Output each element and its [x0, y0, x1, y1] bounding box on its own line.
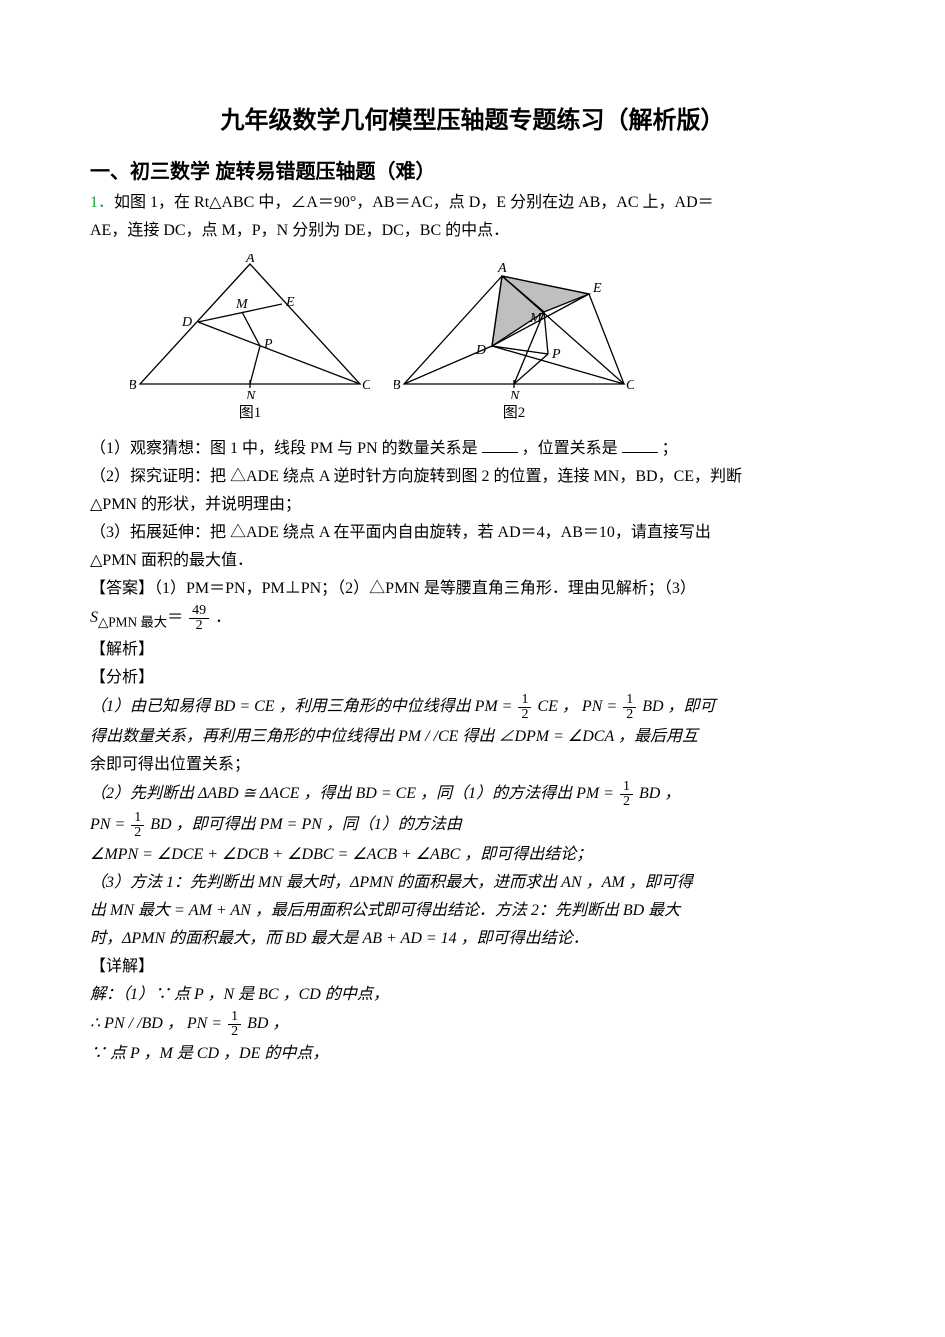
svg-text:M: M	[235, 297, 249, 312]
question-number: 1．	[90, 194, 114, 211]
figures-row: A B C D E M P N 图1 A B C D E M P N 图2	[130, 254, 855, 422]
detail-1: 解：（1）∵ 点 P ，N 是 BC ，CD 的中点，	[90, 982, 855, 1008]
frac-1-2-e: 1 2	[228, 1010, 241, 1039]
detail-label: 【详解】	[90, 954, 855, 980]
analysis-3c: 时，ΔPMN 的面积最大，而 BD 最大是 AB + AD = 14 ，即可得出…	[90, 926, 855, 952]
figure-2-wrap: A B C D E M P N 图2	[394, 254, 634, 422]
frac-1-2-d: 1 2	[131, 811, 144, 840]
analysis-label: 【解析】	[90, 637, 855, 663]
an2b-a: PN =	[90, 817, 125, 834]
frac-1-2-a-den: 2	[518, 708, 531, 722]
svg-text:N: N	[245, 389, 256, 399]
q-text-1: 如图 1，在 Rt△ABC 中，∠A＝90°，AB＝AC，点 D，E 分别在边 …	[114, 194, 714, 211]
figure-2-caption: 图2	[394, 401, 634, 422]
frac-1-2-d-num: 1	[131, 811, 144, 826]
frac-1-2-e-den: 2	[228, 1025, 241, 1039]
svg-text:D: D	[475, 343, 486, 358]
detail-2: ∴ PN / /BD ， PN = 1 2 BD ，	[90, 1010, 855, 1039]
analysis-2c: ∠MPN = ∠DCE + ∠DCB + ∠DBC = ∠ACB + ∠ABC …	[90, 842, 855, 868]
frac-1-2-c-den: 2	[620, 795, 633, 809]
frac-1-2-e-num: 1	[228, 1010, 241, 1025]
frac-1-2-b-num: 1	[623, 693, 636, 708]
part1-mid: ，位置关系是	[522, 440, 618, 457]
svg-text:B: B	[394, 378, 401, 393]
svg-text:C: C	[362, 378, 370, 393]
svg-text:N: N	[509, 389, 520, 399]
part-3b: △PMN 面积的最大值．	[90, 548, 855, 574]
svg-text:E: E	[592, 281, 602, 296]
part1-text: （1）观察猜想：图 1 中，线段 PM 与 PN 的数量关系是	[90, 440, 478, 457]
frac-49-2-num: 49	[189, 604, 209, 619]
an2b-mid: BD ，即可得出 PM = PN ，同（1）的方法由	[150, 817, 462, 834]
detail-3: ∵ 点 P ，M 是 CD ，DE 的中点，	[90, 1041, 855, 1067]
part-3a: （3）拓展延伸：把 △ADE 绕点 A 在平面内自由旋转，若 AD＝4，AB＝1…	[90, 520, 855, 546]
analysis-1: （1）由已知易得 BD = CE ，利用三角形的中位线得出 PM = 1 2 C…	[90, 693, 855, 722]
ans-sub: △PMN 最大	[98, 614, 167, 629]
frac-1-2-c-num: 1	[620, 780, 633, 795]
figure-1-wrap: A B C D E M P N 图1	[130, 254, 370, 422]
svg-text:A: A	[245, 254, 255, 266]
d2-suffix: BD ，	[247, 1016, 288, 1033]
blank-2	[622, 438, 658, 453]
figure-2: A B C D E M P N	[394, 254, 634, 399]
frac-49-2-den: 2	[189, 619, 209, 633]
answer-line-1: 【答案】（1）PM＝PN，PM⊥PN；（2）△PMN 是等腰直角三角形．理由见解…	[90, 576, 855, 602]
an1-mid: CE ， PN =	[537, 699, 617, 716]
question-line-2: AE，连接 DC，点 M，P，N 分别为 DE，DC，BC 的中点．	[90, 218, 855, 244]
frac-1-2-c: 1 2	[620, 780, 633, 809]
frac-1-2-a-num: 1	[518, 693, 531, 708]
analysis-2: （2）先判断出 ΔABD ≅ ΔACE ，得出 BD = CE ，同（1）的方法…	[90, 780, 855, 809]
analysis-2b: PN = 1 2 BD ，即可得出 PM = PN ，同（1）的方法由	[90, 811, 855, 840]
analysis-1b: 得出数量关系，再利用三角形的中位线得出 PM / /CE 得出 ∠DPM = ∠…	[90, 724, 855, 750]
answer-line-2: S△PMN 最大＝ 49 2 ．	[90, 604, 855, 635]
frac-1-2-b-den: 2	[623, 708, 636, 722]
frac-1-2-d-den: 2	[131, 826, 144, 840]
svg-text:M: M	[529, 311, 543, 326]
question-line-1: 1．如图 1，在 Rt△ABC 中，∠A＝90°，AB＝AC，点 D，E 分别在…	[90, 190, 855, 216]
part-2b: △PMN 的形状，并说明理由；	[90, 492, 855, 518]
an1-a: （1）由已知易得 BD = CE ，利用三角形的中位线得出 PM =	[90, 699, 512, 716]
part-2a: （2）探究证明：把 △ADE 绕点 A 逆时针方向旋转到图 2 的位置，连接 M…	[90, 464, 855, 490]
an1-end: BD ，即可	[642, 699, 715, 716]
fenxi-label: 【分析】	[90, 665, 855, 691]
an2-end: BD ，	[639, 786, 680, 803]
ans-eq: ＝	[167, 609, 183, 626]
ans-suffix: ．	[211, 609, 231, 626]
part-1: （1）观察猜想：图 1 中，线段 PM 与 PN 的数量关系是 ，位置关系是 ；	[90, 436, 855, 462]
answer-text-1: （1）PM＝PN，PM⊥PN；（2）△PMN 是等腰直角三角形．理由见解析；（3…	[154, 580, 696, 597]
svg-text:P: P	[263, 337, 273, 352]
answer-label: 【答案】	[90, 580, 154, 597]
svg-text:B: B	[130, 378, 137, 393]
svg-text:P: P	[551, 347, 561, 362]
frac-1-2-a: 1 2	[518, 693, 531, 722]
analysis-1c: 余即可得出位置关系；	[90, 752, 855, 778]
svg-text:A: A	[497, 261, 507, 276]
svg-text:D: D	[181, 315, 192, 330]
svg-text:E: E	[285, 295, 295, 310]
page: 九年级数学几何模型压轴题专题练习（解析版） 一、初三数学 旋转易错题压轴题（难）…	[0, 0, 945, 1337]
ans-S: S	[90, 609, 98, 626]
d2-prefix: ∴ PN / /BD ， PN =	[90, 1016, 222, 1033]
part1-end: ；	[662, 440, 678, 457]
frac-1-2-b: 1 2	[623, 693, 636, 722]
blank-1	[482, 438, 518, 453]
figure-1: A B C D E M P N	[130, 254, 370, 399]
an2-a: （2）先判断出 ΔABD ≅ ΔACE ，得出 BD = CE ，同（1）的方法…	[90, 786, 614, 803]
figure-1-caption: 图1	[130, 401, 370, 422]
page-title: 九年级数学几何模型压轴题专题练习（解析版）	[90, 100, 855, 135]
section-heading: 一、初三数学 旋转易错题压轴题（难）	[90, 155, 855, 184]
analysis-3b: 出 MN 最大 = AM + AN ，最后用面积公式即可得出结论．方法 2：先判…	[90, 898, 855, 924]
analysis-3: （3）方法 1：先判断出 MN 最大时，ΔPMN 的面积最大，进而求出 AN ，…	[90, 870, 855, 896]
svg-text:C: C	[626, 378, 634, 393]
frac-49-2: 49 2	[189, 604, 209, 633]
